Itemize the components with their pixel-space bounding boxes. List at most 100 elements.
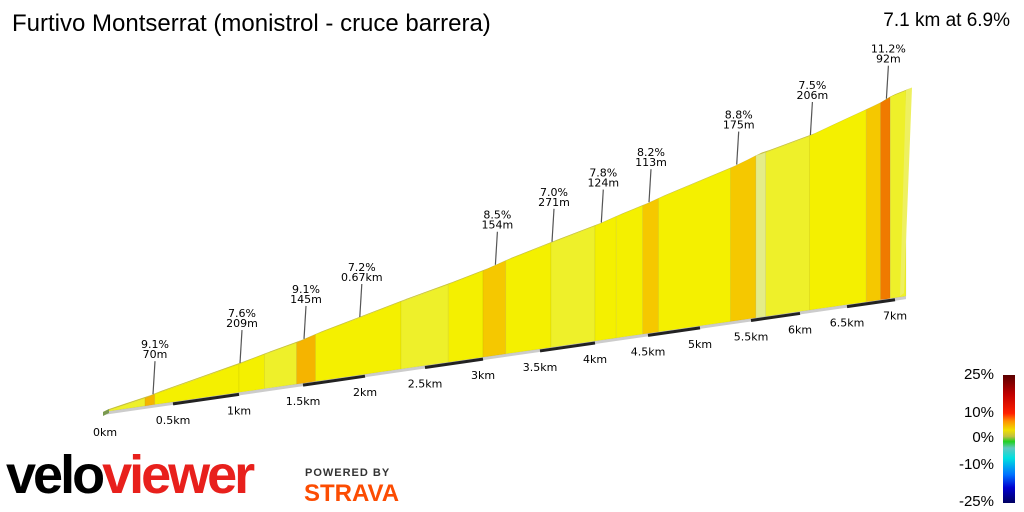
legend-label: 10% — [963, 404, 994, 421]
gradient-segment — [880, 96, 891, 301]
x-tick-label: 2.5km — [408, 378, 443, 391]
annotation-gradient: 8.2% — [637, 146, 665, 159]
climb-summary: 7.1 km at 6.9% — [883, 10, 1010, 31]
annotation-gradient: 8.8% — [725, 109, 753, 122]
annotation-leader — [303, 305, 307, 339]
annotation-length: 271m — [538, 196, 570, 209]
x-tick-label: 3km — [471, 369, 495, 382]
profile-ridge — [755, 149, 772, 156]
profile-ridge — [505, 239, 557, 261]
gradient-segment — [755, 151, 767, 319]
profile-ridge — [551, 222, 601, 243]
x-tick-label: 6km — [788, 323, 812, 336]
annotation-gradient: 9.1% — [141, 338, 169, 351]
profile-start-face — [103, 409, 109, 416]
x-tick-label: 3.5km — [523, 361, 558, 374]
annotation-gradient: 9.1% — [292, 283, 320, 296]
annotation-leader — [809, 101, 813, 136]
annotation-gradient: 7.5% — [798, 79, 826, 92]
legend-label: -25% — [958, 493, 994, 510]
strava-logo[interactable]: STRAVA — [304, 480, 400, 507]
gradient-segment — [615, 205, 644, 339]
profile-ridge — [642, 195, 665, 206]
annotation-leader — [239, 330, 243, 364]
annotation-gradient: 11.2% — [871, 43, 906, 56]
gradient-segment — [315, 301, 402, 382]
powered-by-label: POWERED BY — [305, 467, 391, 479]
annotation-length: 124m — [587, 177, 619, 190]
profile-ridge — [239, 351, 271, 365]
gradient-segment — [264, 342, 297, 390]
profile-ridge — [595, 213, 623, 226]
x-tick-label: 5.5km — [734, 330, 769, 343]
km-marker-stripe — [172, 392, 240, 406]
profile-ridge — [401, 281, 455, 302]
annotation-gradient: 7.2% — [348, 261, 376, 274]
annotation-gradient: 7.0% — [540, 186, 568, 199]
x-tick-label: 0km — [93, 426, 117, 439]
gradient-segment — [765, 135, 810, 317]
veloviewer-logo[interactable]: veloviewer — [6, 445, 255, 505]
annotation-length: 154m — [482, 219, 514, 232]
x-tick-label: 1km — [227, 404, 251, 417]
profile-ridge — [616, 202, 649, 217]
annotation-length: 209m — [226, 317, 258, 330]
x-tick-label: 6.5km — [830, 317, 865, 330]
km-marker-stripe — [846, 298, 896, 309]
x-tick-label: 4.5km — [631, 345, 666, 358]
legend-label: -10% — [958, 456, 994, 473]
annotation-length: 70m — [143, 348, 168, 361]
annotation-leader — [885, 65, 889, 99]
gradient-segment — [658, 167, 731, 333]
legend-label: 0% — [972, 429, 994, 446]
gradient-segment — [482, 260, 507, 358]
profile-ridge — [765, 132, 816, 153]
profile-ridge — [296, 331, 322, 343]
km-marker-stripe — [424, 357, 484, 370]
gradient-segment — [809, 109, 867, 311]
gradient-segment — [447, 270, 484, 363]
legend-label: 25% — [963, 366, 994, 383]
annotation-length: 92m — [876, 53, 901, 66]
gradient-segment — [865, 102, 881, 303]
climb-title: Furtivo Montserrat (monistrol - cruce ba… — [12, 10, 491, 37]
gradient-segment — [154, 363, 240, 405]
km-marker-stripe — [302, 374, 366, 387]
annotation-leader — [648, 169, 652, 203]
profile-ridge — [730, 152, 762, 169]
gradient-segment — [296, 333, 316, 385]
x-tick-label: 4km — [583, 353, 607, 366]
x-tick-label: 0.5km — [156, 414, 191, 427]
km-marker-stripe — [750, 311, 801, 322]
profile-end-face — [900, 87, 912, 297]
annotation-gradient: 7.8% — [589, 167, 617, 180]
profile-ridge — [483, 257, 512, 271]
gradient-segment — [400, 283, 449, 370]
annotation-gradient: 7.6% — [228, 307, 256, 320]
annotation-length: 145m — [290, 293, 322, 306]
profile-ridge — [315, 298, 407, 335]
x-tick-label: 1.5km — [286, 395, 321, 408]
km-marker-stripe — [647, 326, 701, 337]
profile-ridge — [154, 361, 245, 395]
annotation-gradient: 8.5% — [483, 209, 511, 222]
profile-ridge — [890, 87, 912, 97]
annotation-length: 206m — [797, 89, 829, 102]
gradient-segment — [238, 353, 265, 393]
annotation-leader — [494, 231, 498, 265]
gradient-segment — [594, 216, 617, 342]
x-tick-label: 2km — [353, 386, 377, 399]
profile-ridge — [809, 106, 873, 136]
annotation-length: 113m — [635, 156, 667, 169]
annotation-length: 175m — [723, 119, 755, 132]
x-tick-label: 7km — [883, 310, 907, 323]
x-tick-label: 5km — [688, 338, 712, 351]
gradient-segment — [550, 225, 596, 348]
annotation-leader — [359, 283, 363, 318]
annotation-leader — [551, 208, 555, 242]
annotation-leader — [736, 131, 740, 165]
gradient-segment — [505, 242, 552, 355]
gradient-legend-bar — [1003, 375, 1015, 503]
annotation-leader — [152, 361, 156, 395]
